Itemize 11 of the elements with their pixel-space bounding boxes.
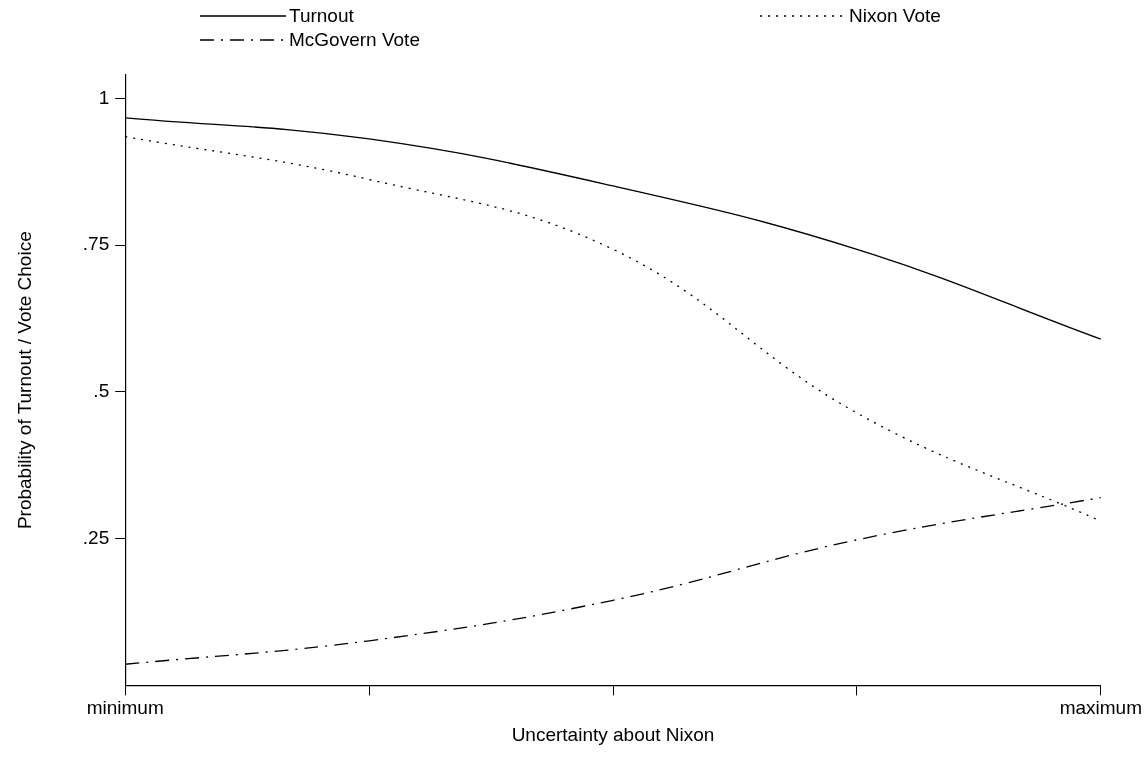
legend-label: Turnout <box>289 5 354 27</box>
y-tick-label: .75 <box>82 233 110 255</box>
x-tick-label: minimum <box>86 697 164 719</box>
legend-label: Nixon Vote <box>849 5 941 27</box>
legend-label: McGovern Vote <box>289 29 420 51</box>
y-tick-label: 1 <box>98 86 110 108</box>
y-tick-label: .5 <box>93 380 110 402</box>
y-axis-title: Probability of Turnout / Vote Choice <box>13 231 35 530</box>
x-axis-title: Uncertainty about Nixon <box>511 723 715 745</box>
x-tick-label: maximum <box>1059 697 1142 719</box>
y-tick-label: .25 <box>82 526 110 548</box>
